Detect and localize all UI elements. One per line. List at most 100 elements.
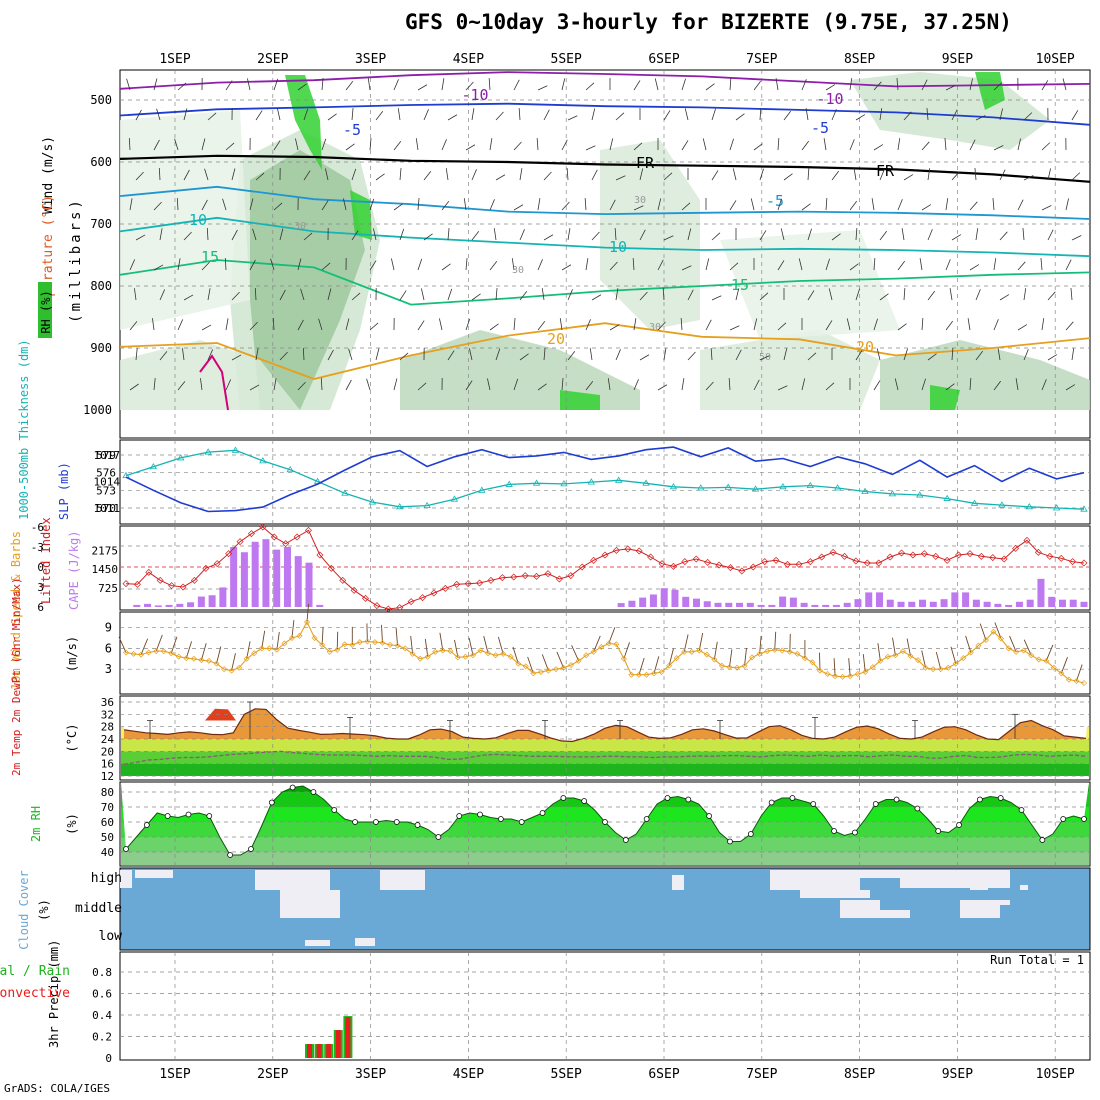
cloud-cell [305, 940, 330, 946]
wind-barb [1060, 657, 1068, 674]
wind-speed-point [319, 641, 326, 648]
wind-barb [1045, 644, 1054, 662]
cape-bar [736, 602, 744, 607]
wind-barb [668, 648, 674, 666]
wind-barb [783, 348, 788, 361]
cape-bar [757, 604, 765, 607]
wind-barb [495, 288, 498, 301]
li-point [966, 550, 974, 558]
wind-speed-point [334, 646, 341, 653]
wind-barb [537, 259, 543, 271]
wind-barb [849, 200, 858, 211]
cape-bar [897, 601, 905, 607]
wind-barb [585, 380, 594, 391]
rh-shading [600, 140, 700, 330]
wind-barb [777, 260, 785, 271]
wind-barb [805, 108, 809, 121]
thickness-point [478, 486, 486, 493]
tick-label: 5SEP [551, 1067, 582, 1082]
wind-barb [593, 635, 601, 653]
cape-bar [628, 600, 636, 607]
wind-barb [543, 109, 550, 121]
cape-bar [951, 592, 959, 607]
wind-barb [318, 318, 323, 331]
wind-barb [183, 294, 194, 301]
wind-barb [969, 78, 973, 91]
wind-barb [1047, 291, 1056, 301]
wind-barb [559, 318, 563, 331]
rh-point [706, 813, 712, 819]
wind-barb [541, 288, 545, 301]
wind-barb [135, 234, 146, 241]
wind-speed-point [1081, 680, 1087, 687]
isotherm-line [119, 259, 1091, 306]
rh-shading [720, 230, 900, 340]
tick-label: 0.4 [92, 1009, 112, 1022]
wind-barb [1047, 354, 1058, 361]
wind-barb [807, 228, 812, 241]
thickness-point [286, 465, 294, 473]
li-point [567, 572, 575, 580]
tick-label: 60 [101, 816, 114, 829]
li-point [533, 572, 541, 580]
wind-barb [1041, 379, 1047, 391]
wind-barb [1023, 349, 1029, 361]
rh-point [331, 807, 338, 813]
wind-barb [417, 320, 425, 331]
rh-point [123, 846, 129, 852]
wind-speed-point [756, 650, 763, 657]
wind-speed-point [681, 648, 688, 655]
cape-bar [1069, 599, 1077, 607]
wind-barb [732, 168, 737, 181]
wind-barb [608, 627, 616, 644]
wind-barb [633, 80, 641, 91]
wind-speed-point [1058, 670, 1065, 677]
wind-barb [207, 349, 214, 361]
thickness-point [532, 479, 541, 486]
wind-barb [512, 646, 519, 664]
wind-barb [615, 112, 625, 121]
wind-barb [921, 318, 924, 331]
wind-barb [609, 261, 618, 271]
wind-barb [1017, 138, 1021, 151]
wind-speed-point [507, 653, 514, 660]
wind-speed-point [221, 666, 228, 673]
wind-barb [585, 319, 591, 331]
li-point [898, 549, 906, 557]
rh-point [810, 801, 817, 807]
wind-barb [993, 380, 1002, 391]
cloud-units: (%) [37, 899, 51, 921]
wind-barb [204, 168, 209, 181]
wind-speed-point [296, 632, 303, 639]
wind-speed-point [1020, 647, 1027, 654]
wind-speed-point [371, 639, 378, 646]
wind-barb [632, 258, 635, 271]
isotherm-label: 30 [649, 322, 661, 333]
thickness-point [587, 478, 596, 485]
tick-label: 1011 [94, 502, 121, 515]
cape-bar [789, 597, 797, 607]
wind-barb [862, 654, 866, 673]
thickness-point [505, 480, 513, 487]
tick-label: 9 [105, 621, 112, 635]
wind-speed-point [190, 655, 197, 662]
wind-barb [1017, 199, 1024, 211]
wind-barb [135, 109, 142, 121]
wind-barb [921, 204, 932, 211]
rh-shading [700, 330, 880, 410]
wind-barb [681, 140, 689, 151]
wind-barb [713, 641, 718, 660]
rh-point [789, 795, 796, 801]
cloud-cell [770, 870, 860, 890]
wind-speed-point [1065, 676, 1072, 683]
wind-barb [351, 292, 361, 301]
li-point [1034, 548, 1042, 556]
isotherm-label: 30 [512, 265, 524, 276]
wind-barb [158, 168, 161, 181]
wind-barb [423, 109, 429, 121]
cloud-cell [970, 875, 988, 890]
wind-barb [927, 168, 931, 181]
wind-barb [609, 199, 616, 211]
tick-label: 3 [37, 581, 44, 594]
wind-barb [967, 318, 971, 331]
